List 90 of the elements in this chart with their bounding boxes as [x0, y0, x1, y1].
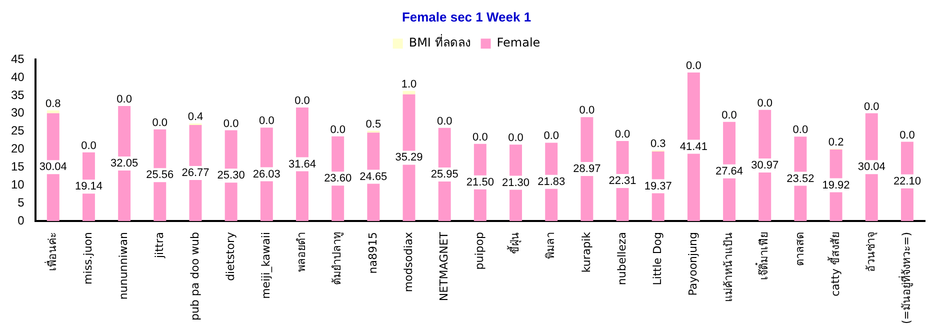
x-tick-label: Little Dog: [650, 232, 664, 286]
x-tick-label: meiji_kawaii: [260, 232, 273, 299]
data-label: 28.97: [573, 163, 601, 176]
bar: [402, 90, 416, 94]
x-tick-label: ต้มยำปลาทู: [330, 232, 344, 285]
y-tick-label: 35: [10, 88, 25, 102]
data-label: 25.56: [146, 169, 174, 182]
x-tick-label: ขี้ฝุ่น: [506, 232, 522, 254]
data-label: 21.50: [466, 176, 494, 188]
data-label: 0.0: [223, 118, 239, 130]
x-tick-label: modsodiax: [402, 232, 415, 292]
data-label: 22.31: [608, 175, 636, 188]
x-tick-label: nubelleza: [615, 232, 628, 286]
data-label: 22.10: [893, 175, 921, 188]
data-label: 0.0: [864, 100, 880, 113]
data-label: 23.60: [324, 172, 352, 185]
data-label: 27.64: [716, 165, 744, 178]
data-label: 0.0: [81, 140, 96, 152]
data-label: 32.05: [110, 158, 138, 170]
y-tick-label: 5: [18, 195, 25, 210]
data-label: 0.0: [294, 95, 310, 108]
data-label: 26.03: [252, 168, 280, 180]
data-label: 19.14: [74, 180, 102, 193]
x-tick-label: catty ขี้สงสัย: [826, 232, 842, 296]
data-label: 0.0: [472, 131, 488, 144]
data-label: 0.0: [116, 94, 132, 106]
x-tick-label: dietstory: [224, 232, 237, 281]
data-label: 26.77: [182, 167, 210, 180]
x-tick-label: เจ๊ติ๋มาเฟีย: [754, 232, 771, 280]
data-label: 19.92: [822, 179, 850, 192]
legend-label: Female: [496, 36, 540, 50]
data-label: 31.64: [288, 158, 316, 170]
data-label: 0.0: [508, 132, 524, 144]
y-tick-label: 0: [18, 213, 25, 228]
y-tick-label: 20: [10, 142, 25, 156]
data-label: 0.0: [436, 115, 452, 128]
data-label: 0.4: [188, 111, 204, 124]
data-label: 0.0: [330, 124, 346, 136]
data-label: 0.0: [152, 116, 168, 129]
data-label: 0.0: [792, 124, 808, 136]
data-label: 0.0: [614, 128, 630, 141]
y-tick-label: 30: [10, 106, 25, 120]
data-label: 0.3: [650, 138, 666, 150]
data-label: 0.0: [722, 109, 737, 122]
data-label: 23.52: [786, 172, 814, 185]
x-tick-label: miss.juon: [82, 232, 95, 284]
x-tick-label: พิมลา: [544, 232, 558, 259]
x-tick-label: pub pa doo wub: [188, 232, 202, 321]
x-tick-label: แม่ค้าหน้าแป้น: [722, 232, 736, 302]
y-tick-label: 40: [10, 70, 25, 84]
y-tick-label: 45: [10, 52, 25, 66]
chart-title: Female sec 1 Week 1: [402, 9, 532, 24]
data-label: 0.0: [259, 115, 274, 128]
data-label: 1.0: [401, 78, 417, 90]
data-label: 0.2: [828, 136, 844, 148]
data-label: 19.37: [644, 180, 672, 192]
x-tick-label: kurapik: [580, 231, 593, 273]
data-label: 0.0: [579, 104, 595, 117]
data-label: 35.29: [395, 152, 423, 164]
x-tick-label: na8915: [366, 232, 380, 274]
data-label: 30.97: [751, 159, 779, 172]
data-label: 21.83: [538, 176, 566, 188]
x-tick-label: เพื่อนค่ะ: [44, 232, 59, 271]
data-label: 0.0: [544, 130, 559, 142]
y-tick-label: 25: [10, 124, 25, 138]
x-tick-label: NETMAGNET: [437, 232, 450, 302]
x-tick-label: puipop: [473, 232, 486, 270]
data-label: 24.65: [360, 170, 388, 183]
data-label: 0.0: [757, 97, 773, 110]
legend-label: BMI ที่ลดลง: [408, 34, 471, 50]
data-label: 21.30: [502, 176, 530, 189]
x-tick-label: (=มันอยู่ที่จังหวะ=): [898, 232, 914, 324]
data-label: 41.41: [680, 140, 708, 153]
x-tick-label: อ้วนซ่าจุ: [864, 232, 878, 272]
x-tick-label: jittra: [152, 232, 166, 259]
data-label: 0.0: [900, 129, 915, 142]
data-label: 30.04: [39, 161, 67, 174]
y-tick-label: 10: [10, 177, 25, 192]
bar: [46, 110, 60, 114]
data-label: 0.0: [686, 60, 702, 72]
y-tick-label: 15: [10, 160, 25, 174]
data-label: 0.5: [366, 118, 382, 130]
data-label: 0.8: [45, 98, 61, 110]
data-label: 25.95: [430, 168, 458, 180]
data-label: 25.30: [217, 170, 245, 182]
x-tick-label: ตาลสด: [793, 232, 806, 266]
x-tick-label: Payoonjung: [686, 232, 700, 296]
x-tick-label: พลอยดำ: [295, 232, 308, 272]
x-tick-label: nununniwan: [117, 232, 130, 300]
data-label: 30.04: [858, 161, 886, 174]
